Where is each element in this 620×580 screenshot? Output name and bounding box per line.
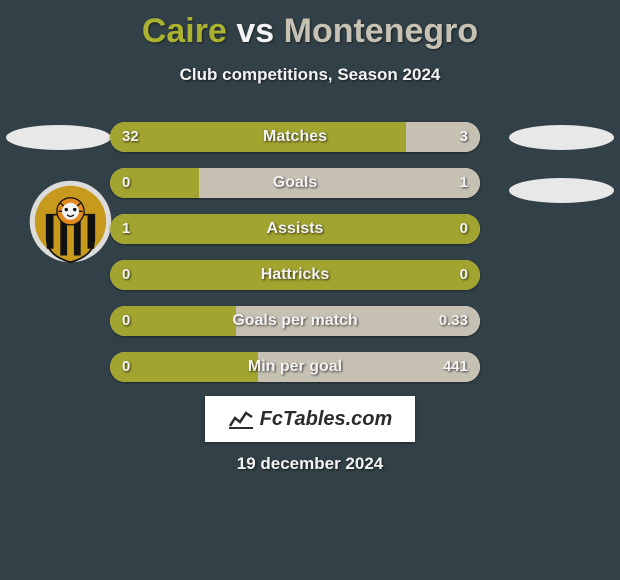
fctables-logo-icon (228, 408, 254, 430)
stat-bar-row: Min per goal0441 (110, 352, 480, 382)
stat-bar-row: Goals01 (110, 168, 480, 198)
bar-fill-player1 (110, 214, 480, 244)
bar-fill-player1 (110, 168, 199, 198)
stat-bar-row: Hattricks00 (110, 260, 480, 290)
player2-badge-placeholder-2 (509, 178, 614, 203)
player1-club-crest (28, 179, 113, 264)
vs-separator: vs (236, 12, 274, 50)
watermark-text: FcTables.com (260, 408, 393, 431)
bar-fill-player1 (110, 306, 236, 336)
subtitle: Club competitions, Season 2024 (0, 65, 620, 85)
stat-bar-row: Matches323 (110, 122, 480, 152)
bar-fill-player2 (406, 122, 480, 152)
player1-badge-placeholder (6, 125, 111, 150)
stat-bar-row: Goals per match00.33 (110, 306, 480, 336)
bar-fill-player1 (110, 260, 480, 290)
crest-icon (28, 179, 113, 264)
bar-fill-player1 (110, 122, 406, 152)
date-text: 19 december 2024 (0, 454, 620, 474)
stats-bars: Matches323 Goals01 Assists10 Hattricks00 Goa… (110, 122, 480, 398)
player2-name: Montenegro (284, 12, 479, 50)
player1-name: Caire (142, 12, 227, 50)
comparison-title: Caire vs Montenegro (0, 0, 620, 51)
bar-fill-player1 (110, 352, 258, 382)
stat-bar-row: Assists10 (110, 214, 480, 244)
bar-fill-player2 (258, 352, 480, 382)
player2-badge-placeholder-1 (509, 125, 614, 150)
bar-fill-player2 (236, 306, 480, 336)
watermark: FcTables.com (205, 396, 415, 442)
bar-fill-player2 (199, 168, 480, 198)
